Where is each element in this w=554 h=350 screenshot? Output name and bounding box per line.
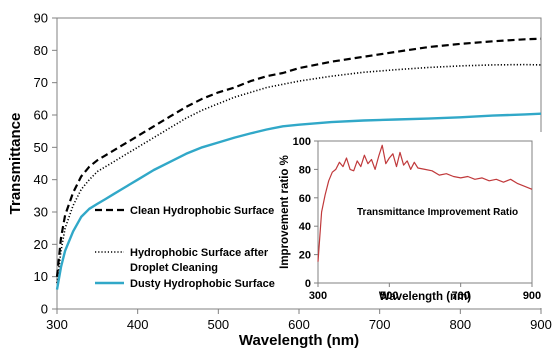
y-axis-title: Transmittance [7, 113, 24, 215]
inset-y-tick-label: 60 [299, 193, 311, 205]
y-tick-label: 60 [34, 108, 48, 123]
inset-chart: 0 20 40 60 80 100 300 500 700 900 Wavelength (nm) I… [279, 132, 544, 308]
inset-y-tick-label: 40 [299, 221, 311, 233]
x-tick-label: 600 [288, 317, 310, 332]
legend-label-line: Dusty Hydrophobic Surface [130, 278, 275, 290]
inset-x-tick-label: 700 [451, 290, 469, 302]
inset-plot-frame [317, 140, 533, 284]
inset-x-tick-label: 900 [523, 290, 541, 302]
y-tick-label: 50 [34, 140, 48, 155]
series-line-1 [55, 37, 542, 277]
inset-chart-title: Transmittance Improvement Ratio [357, 207, 518, 218]
y-tick-label: 10 [34, 269, 48, 284]
inset-y-axis-title: Improvement ratio % [279, 155, 291, 269]
x-axis-title: Wavelength (nm) [239, 332, 359, 349]
x-tick-label: 800 [449, 317, 471, 332]
y-tick-label: 20 [34, 237, 48, 252]
inset-y-tick-label: 80 [299, 164, 311, 176]
legend-label-line: Droplet Cleaning [130, 262, 218, 274]
series-line-2 [56, 63, 542, 284]
legend-label-3: Dusty Hydrophobic Surface [130, 278, 275, 290]
y-tick-label: 40 [34, 172, 48, 187]
inset-x-tick-label: 300 [309, 290, 327, 302]
x-tick-label: 300 [46, 317, 68, 332]
y-tick-label: 80 [34, 43, 48, 58]
y-tick-label: 0 [41, 302, 48, 317]
legend-label-1: Clean Hydrophobic Surface [130, 205, 274, 217]
inset-y-tick-label: 0 [305, 278, 311, 290]
legend-label-2: Hydrophobic Surface after Droplet Cleanin… [130, 247, 269, 274]
x-tick-label: 500 [207, 317, 229, 332]
legend-label-line: Hydrophobic Surface after [130, 247, 269, 259]
inset-series-line [317, 144, 533, 262]
inset-x-axis-title: Wavelength (nm) [379, 291, 471, 303]
inset-y-tick-label: 100 [293, 136, 311, 148]
series-line-3 [55, 112, 542, 290]
x-tick-label: 400 [127, 317, 149, 332]
x-tick-label: 900 [530, 317, 552, 332]
inset-y-tick-label: 20 [299, 250, 311, 262]
y-tick-label: 70 [34, 75, 48, 90]
x-tick-label: 700 [369, 317, 391, 332]
inset-background [280, 132, 544, 308]
y-tick-label: 90 [34, 11, 48, 26]
inset-x-tick-label: 500 [380, 290, 398, 302]
y-tick-label: 30 [34, 205, 48, 220]
legend: Clean Hydrophobic Surface Hydrophobic Sur… [95, 205, 275, 290]
legend-label-line: Clean Hydrophobic Surface [130, 205, 274, 217]
